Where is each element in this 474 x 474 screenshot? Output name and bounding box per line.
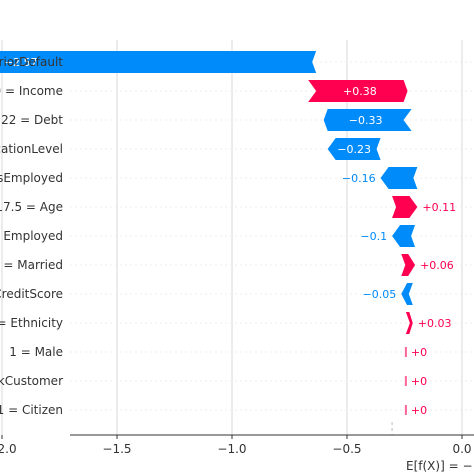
bar-citizen	[404, 405, 407, 415]
value-label-ethnicity: +0.03	[418, 317, 452, 330]
value-label-citizen: +0	[411, 404, 427, 417]
feature-label-employed: = Employed	[0, 229, 63, 243]
x-tick-label-3: −1.5	[102, 442, 131, 456]
value-label-bankcustomer: +0	[411, 375, 427, 388]
bar-married	[401, 254, 416, 276]
feature-label-yearsemployed: rsEmployed	[0, 171, 63, 185]
feature-label-debt: 22 = Debt	[1, 113, 63, 127]
value-label-male: +0	[411, 346, 427, 359]
value-label-income: +0.38	[343, 85, 377, 98]
bar-employed	[392, 225, 416, 247]
value-label-employed: −0.1	[360, 230, 387, 243]
value-label-priordefault: −2.57	[4, 56, 38, 69]
bar-creditscore	[401, 283, 413, 305]
feature-label-creditscore: CreditScore	[0, 287, 63, 301]
feature-label-male: 1 = Male	[9, 345, 63, 359]
bar-debt	[323, 109, 412, 131]
bar-ethnicity	[405, 312, 413, 334]
feature-label-educationlevel: ocationLevel	[0, 142, 63, 156]
value-label-yearsemployed: −0.16	[342, 172, 376, 185]
value-label-married: +0.06	[420, 259, 454, 272]
feature-label-age: 17.5 = Age	[0, 200, 63, 214]
x-tick-label-4: −1.0	[217, 442, 246, 456]
value-label-debt: −0.33	[349, 114, 383, 127]
feature-label-married: 0 = Married	[0, 258, 63, 272]
x-tick-label-6: 0.0	[452, 442, 471, 456]
x-tick-label-5: −0.5	[332, 442, 361, 456]
feature-label-income: 00 = Income	[0, 84, 63, 98]
value-label-age: +0.11	[422, 201, 456, 214]
x-tick-label-2: −2.0	[0, 442, 17, 456]
feature-label-citizen: 1 = Citizen	[0, 403, 63, 417]
value-label-creditscore: −0.05	[363, 288, 397, 301]
bar-age	[392, 196, 418, 218]
bar-male	[404, 347, 407, 357]
feature-label-priordefault: PriorDefault	[0, 55, 63, 69]
bar-educationlevel	[327, 138, 381, 160]
bar-priordefault	[0, 51, 317, 73]
value-label-educationlevel: −0.23	[337, 143, 371, 156]
bar-yearsemployed	[380, 167, 418, 189]
bar-income	[308, 80, 408, 102]
ex-label: E[f(X)] = −	[406, 459, 473, 473]
feature-label-ethnicity: 5 = Ethnicity	[0, 316, 63, 330]
feature-label-bankcustomer: nkCustomer	[0, 374, 63, 388]
bar-bankcustomer	[404, 376, 407, 386]
